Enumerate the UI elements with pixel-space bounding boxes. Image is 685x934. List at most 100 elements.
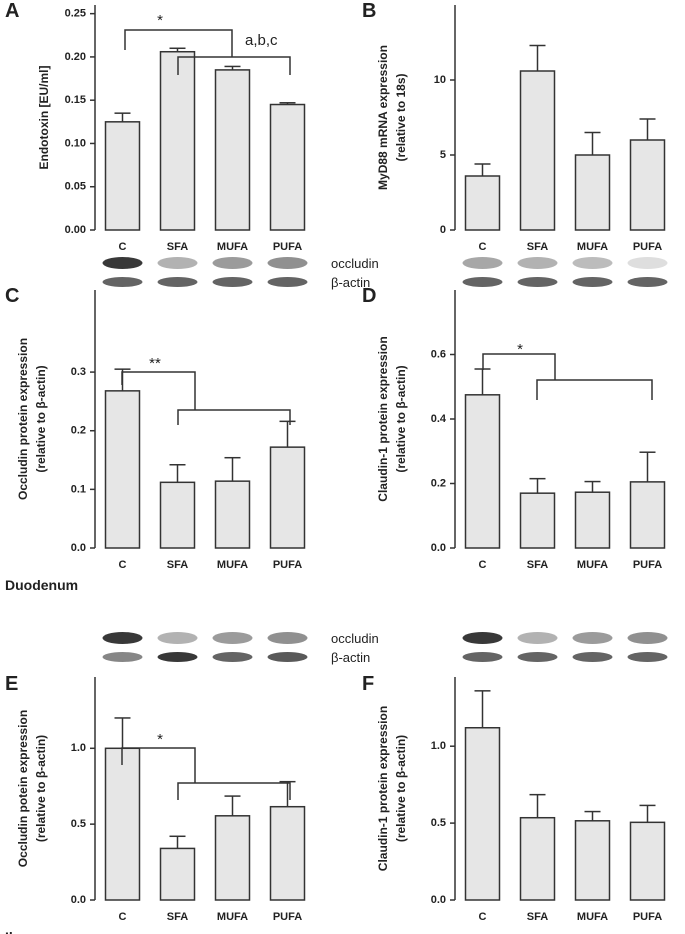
x-tick-label: C: [479, 911, 487, 923]
bar: [214, 69, 251, 231]
blot-band: [102, 257, 143, 269]
bar: [159, 50, 196, 231]
blot-band: [517, 632, 558, 644]
y-tick-label: 0.10: [65, 137, 86, 149]
y-tick-label: 0.15: [65, 94, 86, 106]
blot-band: [572, 257, 613, 269]
x-tick-label: PUFA: [273, 911, 302, 923]
x-tick-label: MUFA: [217, 911, 248, 923]
y-tick-label: 0.00: [65, 224, 86, 236]
bar: [574, 491, 611, 549]
y-tick-label: 0.4: [431, 413, 447, 425]
y-tick-label: 0.25: [65, 8, 86, 20]
y-tick-label: 0.0: [71, 894, 86, 906]
blot-band: [157, 652, 198, 662]
x-tick-label: SFA: [527, 911, 548, 923]
blot-band: [102, 652, 143, 662]
y-tick-label: 0.20: [65, 51, 86, 63]
blot-band: [212, 277, 253, 287]
panel-letter: A: [5, 0, 19, 22]
blot-band: [267, 652, 308, 662]
blot-band: [627, 652, 668, 662]
y-tick-label: 0.2: [431, 477, 446, 489]
blot-label: β-actin: [331, 650, 370, 665]
significance-bracket: [124, 29, 233, 57]
panel-letter: B: [362, 0, 376, 22]
annotation: *: [157, 731, 163, 748]
y-tick-label: 5: [440, 149, 446, 161]
blot-band: [462, 652, 503, 662]
blot-band: [462, 257, 503, 269]
bar: [629, 481, 666, 549]
bar: [214, 815, 251, 901]
x-tick-label: PUFA: [273, 241, 302, 253]
bar: [104, 747, 141, 901]
bar: [519, 492, 556, 549]
blot-band: [462, 632, 503, 644]
bar: [629, 139, 666, 231]
x-tick-label: PUFA: [633, 559, 662, 571]
blot-band: [102, 277, 143, 287]
bar: [104, 390, 141, 549]
blot-band: [627, 632, 668, 644]
blot-band: [157, 632, 198, 644]
y-tick-label: 1.0: [71, 742, 86, 754]
significance-bracket: [121, 747, 196, 783]
y-axis-label: (relative to β-actin): [394, 365, 408, 472]
blot-band: [627, 257, 668, 269]
blot-band: [212, 652, 253, 662]
blot-band: [517, 257, 558, 269]
x-tick-label: C: [479, 559, 487, 571]
y-axis-label: (relative to 18s): [394, 73, 408, 161]
bar: [104, 121, 141, 231]
x-tick-label: SFA: [167, 241, 188, 253]
y-tick-label: 0.6: [431, 348, 446, 360]
annotation: **: [149, 355, 161, 372]
region-label: Ileum: [5, 929, 42, 934]
y-tick-label: 0: [440, 224, 446, 236]
panel-letter: E: [5, 673, 18, 695]
bar: [464, 394, 501, 549]
x-tick-label: C: [479, 241, 487, 253]
x-tick-label: MUFA: [217, 241, 248, 253]
x-tick-label: SFA: [527, 559, 548, 571]
y-axis-label: (relative to β-actin): [394, 735, 408, 842]
x-tick-label: MUFA: [217, 559, 248, 571]
blot-label: occludin: [331, 631, 379, 646]
y-tick-label: 10: [434, 74, 446, 86]
blot-label: β-actin: [331, 275, 370, 290]
annotation: *: [157, 12, 163, 29]
y-tick-label: 0.2: [71, 425, 86, 437]
panel-letter: C: [5, 285, 19, 307]
significance-bracket: [536, 379, 653, 400]
blot-band: [572, 652, 613, 662]
bar: [519, 70, 556, 231]
y-axis-label: Occludin potein expression: [16, 710, 30, 867]
x-tick-label: MUFA: [577, 559, 608, 571]
y-tick-label: 0.5: [431, 817, 446, 829]
x-tick-label: MUFA: [577, 911, 608, 923]
blot-band: [267, 277, 308, 287]
panel-letter: D: [362, 285, 376, 307]
annotation: *: [517, 341, 523, 358]
blot-label: occludin: [331, 256, 379, 271]
blot-band: [517, 652, 558, 662]
blot-band: [517, 277, 558, 287]
y-axis-label: Endotoxin [EU/ml]: [37, 66, 51, 170]
bar: [519, 816, 556, 901]
bar: [574, 154, 611, 231]
blot-band: [267, 632, 308, 644]
y-axis-label: Claudin-1 protein expression: [376, 336, 390, 501]
blot-band: [627, 277, 668, 287]
bar: [464, 175, 501, 231]
y-axis-label: Occludin protein expression: [16, 338, 30, 500]
y-tick-label: 0.0: [431, 542, 446, 554]
panel-letter: F: [362, 673, 374, 695]
bar: [574, 820, 611, 901]
blot-band: [267, 257, 308, 269]
y-axis-label: MyD88 mRNA expression: [376, 45, 390, 190]
blot-band: [572, 632, 613, 644]
bar: [269, 103, 306, 231]
bar: [269, 446, 306, 549]
x-tick-label: MUFA: [577, 241, 608, 253]
